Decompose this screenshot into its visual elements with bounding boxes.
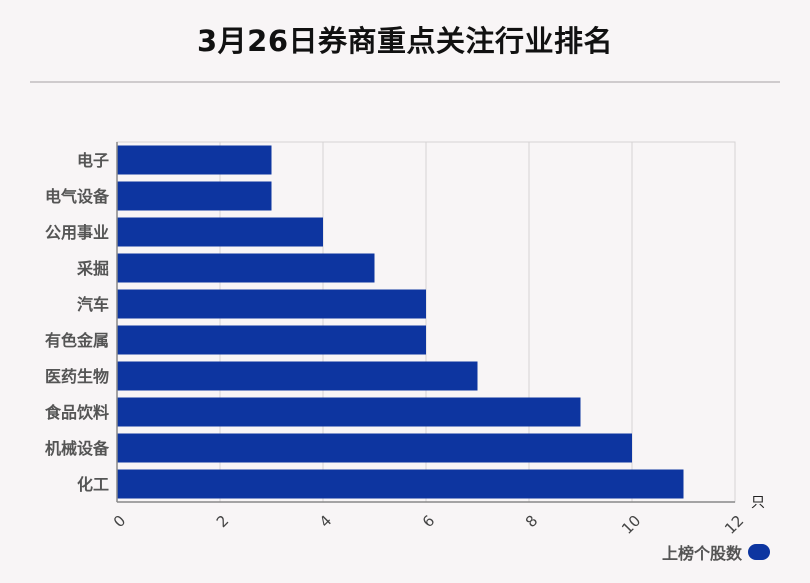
- x-tick-label: 8: [522, 512, 541, 531]
- bar-9: [117, 469, 684, 499]
- category-label: 化工: [77, 475, 109, 494]
- chart-title: 3月26日券商重点关注行业排名: [196, 24, 614, 58]
- bar-5: [117, 325, 426, 355]
- bar-7: [117, 397, 581, 427]
- bar-2: [117, 217, 323, 247]
- x-tick-label: 4: [316, 512, 335, 531]
- legend[interactable]: 上榜个股数: [662, 540, 770, 564]
- x-tick-label: 6: [419, 512, 438, 531]
- x-tick-label: 12: [721, 512, 747, 538]
- x-unit-label: 只: [751, 495, 765, 511]
- category-label: 电子: [77, 151, 109, 170]
- category-label: 医药生物: [45, 367, 109, 386]
- bar-4: [117, 289, 426, 319]
- bar-1: [117, 181, 272, 211]
- category-label: 采掘: [76, 259, 109, 278]
- category-label: 公用事业: [45, 223, 109, 242]
- category-label: 有色金属: [45, 331, 109, 350]
- title-divider: [30, 81, 780, 83]
- category-label: 汽车: [77, 295, 109, 314]
- category-label: 机械设备: [45, 439, 110, 458]
- bar-3: [117, 253, 375, 283]
- x-tick-label: 2: [213, 512, 232, 531]
- bar-0: [117, 145, 272, 175]
- category-label: 电气设备: [45, 187, 110, 206]
- legend-label: 上榜个股数: [661, 544, 742, 563]
- legend-swatch: [748, 544, 770, 560]
- x-tick-label: 0: [110, 512, 129, 531]
- category-label: 食品饮料: [44, 403, 109, 422]
- bar-8: [117, 433, 632, 463]
- bar-6: [117, 361, 478, 391]
- x-tick-label: 10: [618, 512, 644, 538]
